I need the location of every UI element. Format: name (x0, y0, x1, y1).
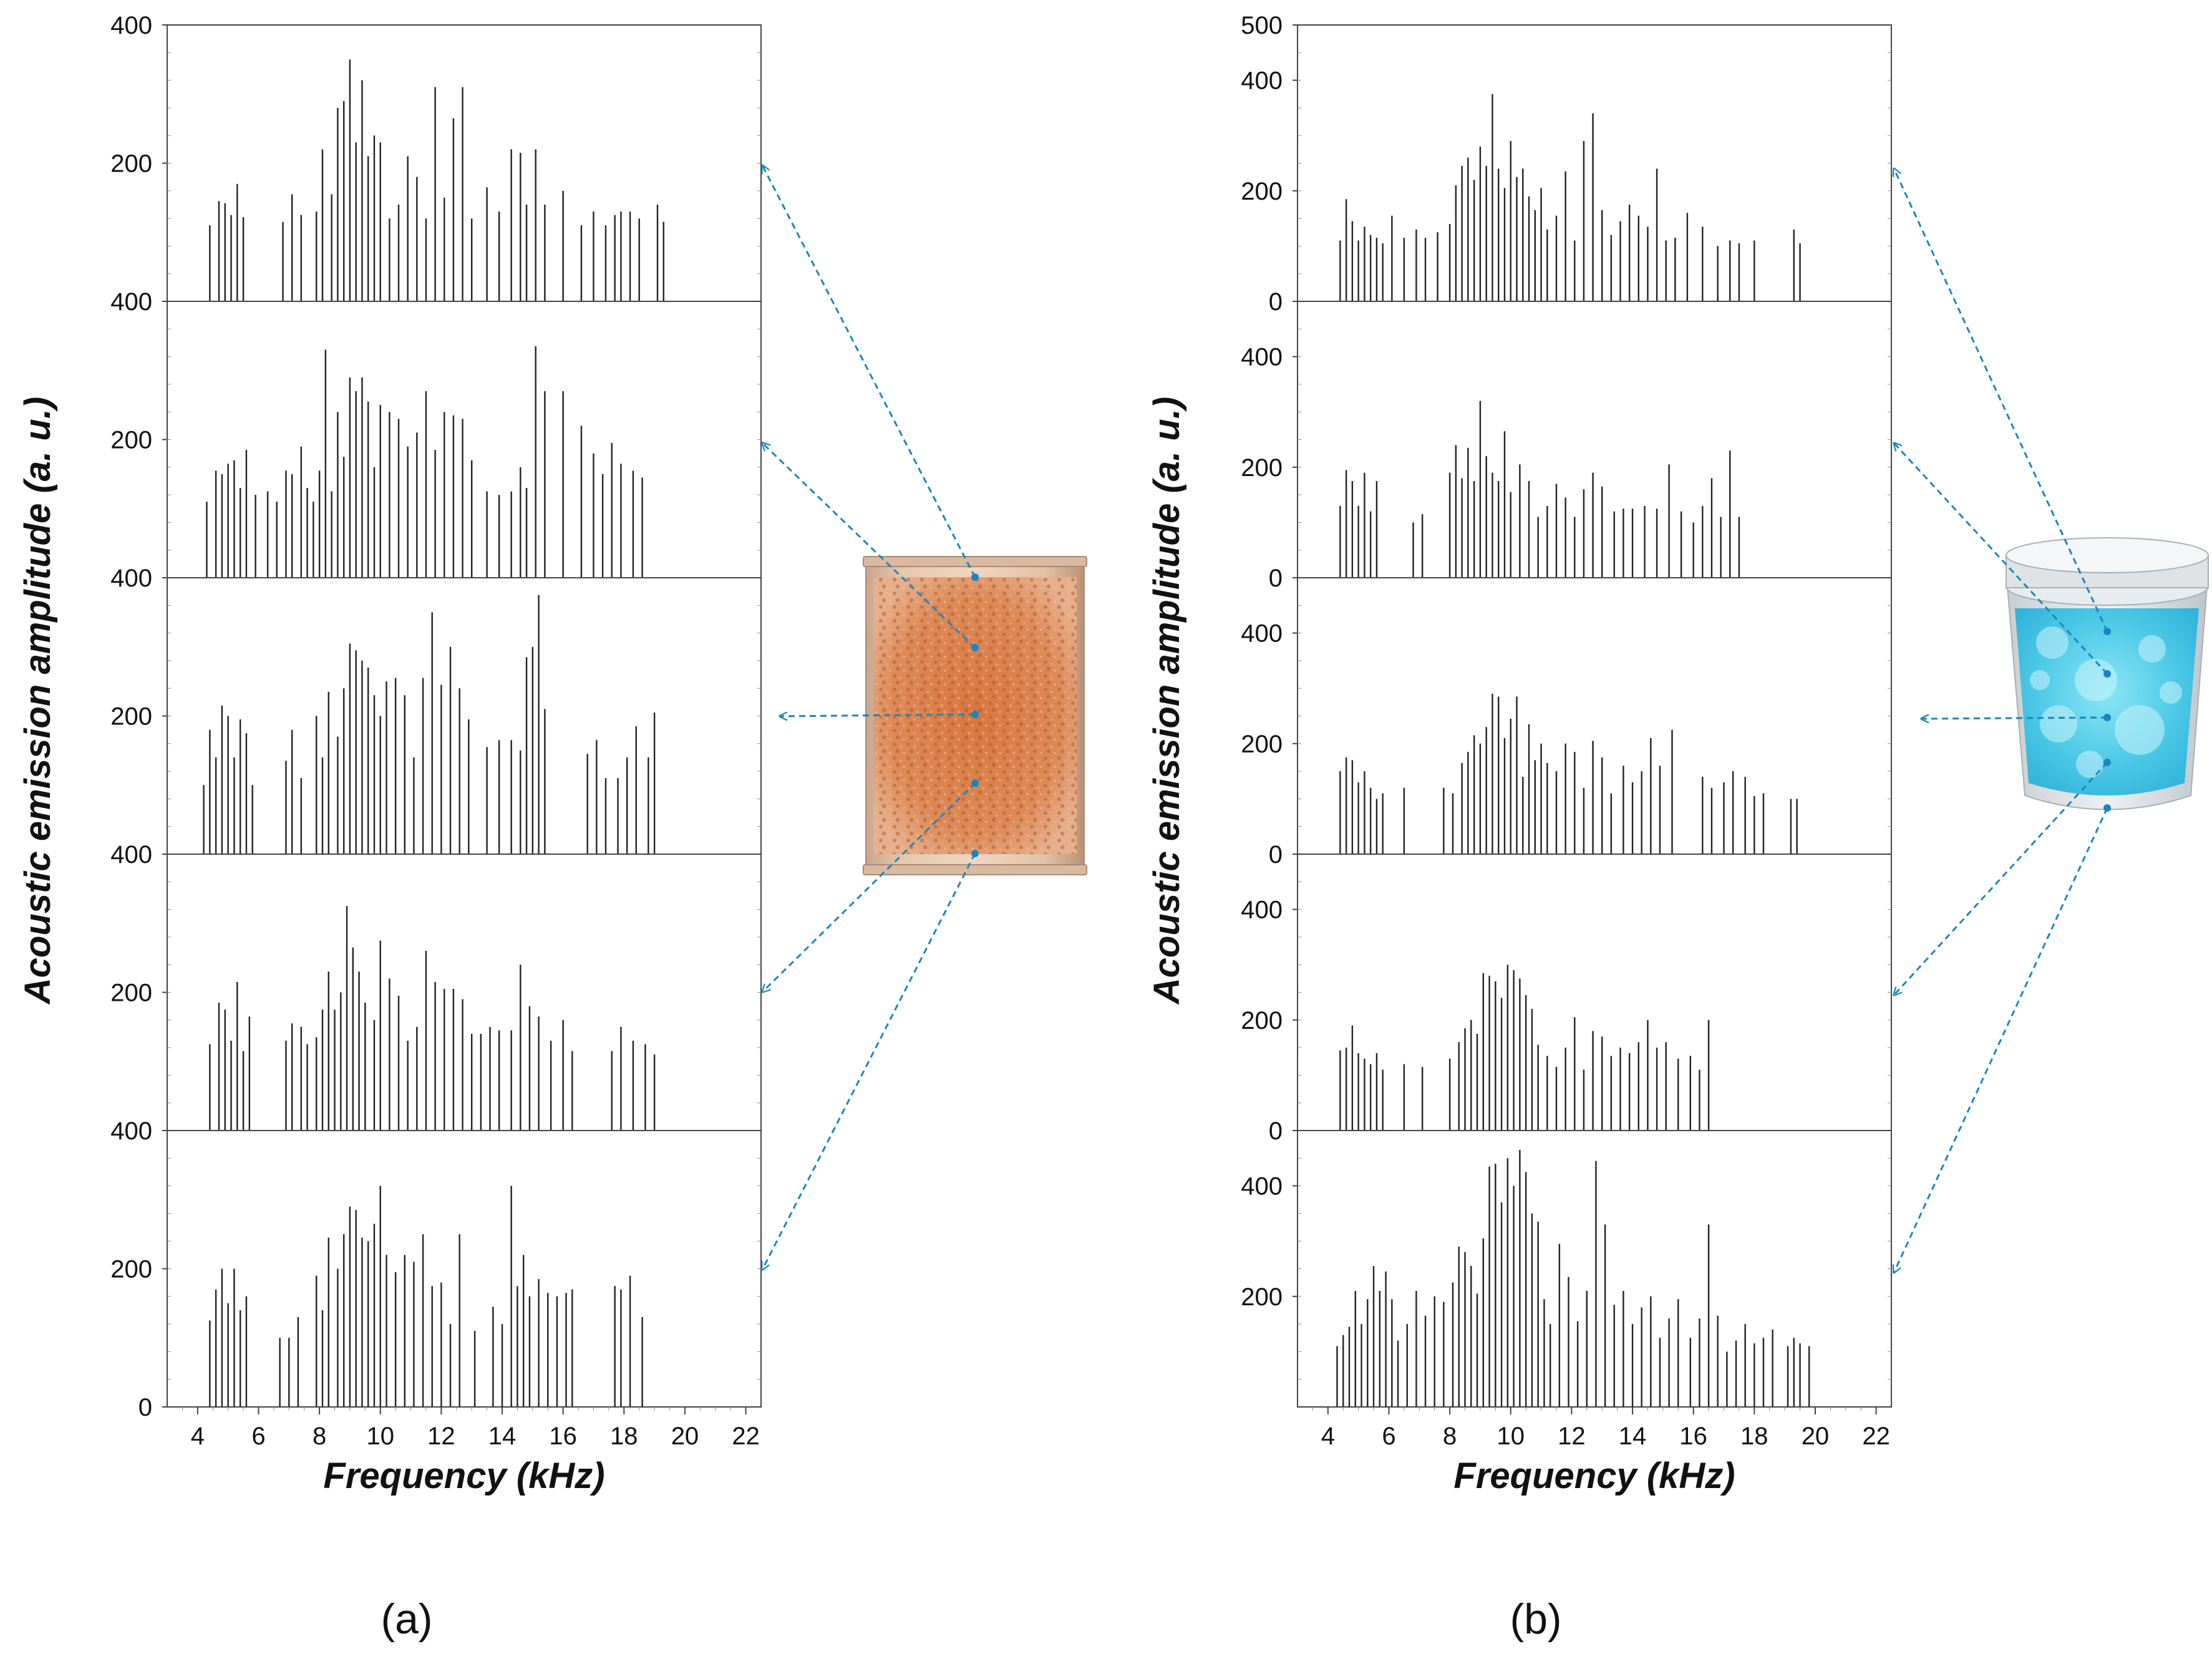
water-filled-cup-icon (2006, 537, 2209, 810)
dashed-arrow (762, 165, 976, 578)
measurement-point-dot (2103, 714, 2111, 721)
y-tick-label: 500 (1241, 12, 1283, 39)
x-tick-label: 20 (1802, 1423, 1830, 1450)
subplot-frame (1297, 1130, 1892, 1408)
x-tick-label: 8 (1443, 1423, 1457, 1450)
measurement-point-dot (971, 711, 979, 718)
subplot-frame (167, 24, 762, 302)
panel-b-label: (b) (1510, 1595, 1561, 1643)
subplot-frame (167, 577, 762, 855)
y-tick-label: 400 (1241, 897, 1283, 924)
dashed-arrow (780, 714, 976, 716)
y-tick-label: 200 (110, 703, 152, 731)
subplot-frame (1297, 577, 1892, 855)
y-tick-label: 200 (110, 150, 152, 178)
measurement-point-dot (2103, 759, 2111, 766)
y-tick-label: 400 (110, 565, 152, 592)
subplot-frame (1297, 24, 1892, 302)
y-tick-label: 200 (1241, 1283, 1283, 1311)
y-axis-title: Acoustic emission amplitude (a. u.) (17, 397, 58, 1005)
subplot-frame (1297, 854, 1892, 1131)
x-tick-label: 18 (610, 1423, 638, 1450)
dashed-arrow (762, 443, 976, 649)
dashed-arrow (1894, 807, 2108, 1273)
measurement-point-dot (971, 573, 979, 581)
subplot-frame (167, 1130, 762, 1408)
y-tick-label: 200 (1241, 178, 1283, 205)
x-axis-title: Frequency (kHz) (323, 1456, 604, 1496)
dashed-arrow (1894, 168, 2108, 632)
y-tick-label: 400 (110, 12, 152, 39)
x-tick-label: 14 (1619, 1423, 1647, 1450)
y-tick-label: 200 (110, 980, 152, 1007)
x-tick-label: 22 (732, 1423, 760, 1450)
y-tick-label: 400 (1241, 1173, 1283, 1200)
y-axis-title: Acoustic emission amplitude (a. u.) (1147, 397, 1187, 1005)
x-tick-label: 6 (1382, 1423, 1395, 1450)
y-tick-label: 0 (1269, 1117, 1283, 1145)
y-tick-label: 400 (1241, 620, 1283, 648)
x-tick-label: 12 (427, 1423, 455, 1450)
x-tick-label: 4 (191, 1423, 205, 1450)
x-tick-label: 22 (1862, 1423, 1890, 1450)
x-tick-label: 10 (1496, 1423, 1525, 1450)
subplot-frame (1297, 301, 1892, 578)
y-tick-label: 0 (1269, 288, 1283, 316)
dashed-arrow (762, 782, 976, 992)
subplot-frame (167, 854, 762, 1131)
x-tick-label: 18 (1740, 1423, 1768, 1450)
measurement-point-dot (971, 779, 979, 787)
x-tick-label: 16 (1679, 1423, 1707, 1450)
chart-panel-b: 0 200 400 500 0 200 400 0 200 400 0 200 400 200 400 4 6 8… (1147, 12, 1892, 1496)
y-tick-label: 0 (1269, 565, 1283, 592)
x-tick-label: 6 (251, 1423, 265, 1450)
x-tick-label: 14 (488, 1423, 517, 1450)
measurement-point-dot (2103, 670, 2111, 678)
x-tick-label: 20 (671, 1423, 699, 1450)
dashed-arrow (762, 853, 976, 1270)
y-tick-label: 400 (1241, 344, 1283, 371)
subplot-frame (167, 301, 762, 578)
y-tick-label: 200 (110, 1256, 152, 1283)
y-tick-label: 200 (1241, 454, 1283, 482)
x-tick-label: 10 (366, 1423, 394, 1450)
x-tick-label: 12 (1558, 1423, 1586, 1450)
chart-panel-a: 200 400 200 400 200 400 200 400 0 200 400 4 6 8 10 12 14… (17, 12, 762, 1496)
panel-a-label: (a) (381, 1595, 432, 1643)
x-tick-label: 16 (549, 1423, 577, 1450)
measurement-point-arrows (762, 165, 2111, 1273)
y-tick-label: 200 (110, 427, 152, 454)
y-tick-label: 400 (110, 1117, 152, 1145)
y-tick-label: 0 (1269, 841, 1283, 868)
y-tick-label: 200 (1241, 1007, 1283, 1034)
y-tick-label: 0 (138, 1394, 152, 1421)
y-tick-label: 400 (1241, 67, 1283, 95)
x-tick-label: 8 (313, 1423, 326, 1450)
measurement-point-dot (971, 850, 979, 857)
measurement-point-dot (2103, 628, 2111, 635)
y-tick-label: 400 (110, 841, 152, 868)
y-tick-label: 400 (110, 288, 152, 316)
x-axis-title: Frequency (kHz) (1453, 1456, 1735, 1496)
y-tick-label: 200 (1241, 731, 1283, 758)
measurement-point-dot (971, 644, 979, 651)
measurement-point-dot (2103, 804, 2111, 812)
x-tick-label: 4 (1321, 1423, 1335, 1450)
